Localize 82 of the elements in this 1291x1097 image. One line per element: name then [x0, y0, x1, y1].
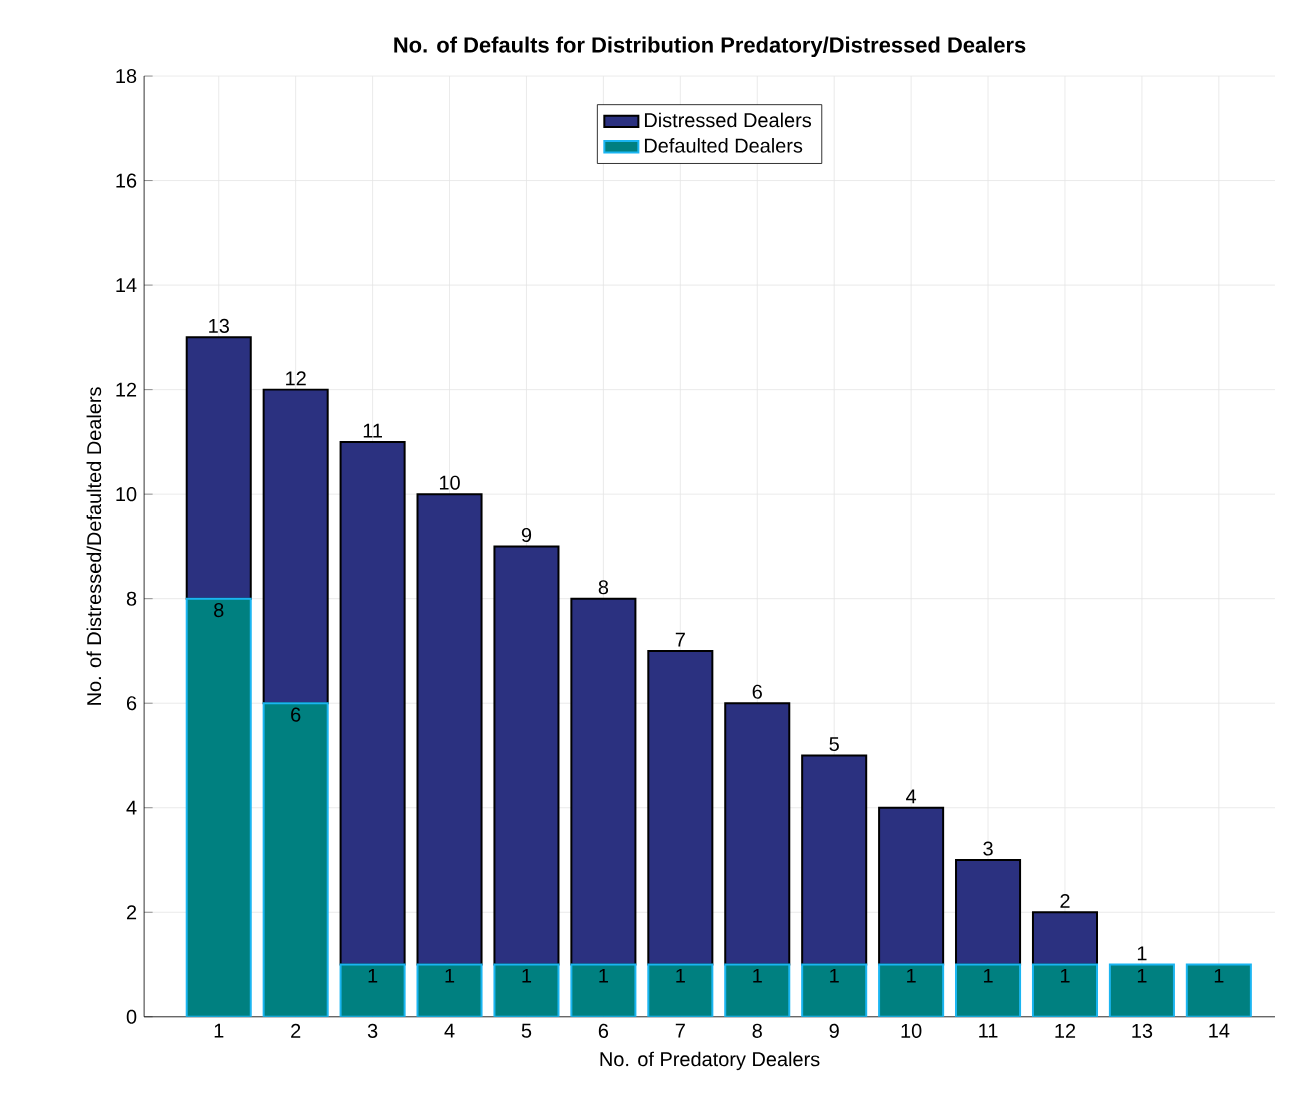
total-label: 7 — [675, 632, 685, 647]
data-label: 1 — [676, 968, 685, 983]
bar — [416, 963, 483, 1017]
x-tick-label: 11 — [979, 1023, 998, 1038]
y-tick-label: 10 — [116, 487, 137, 502]
bar — [1185, 963, 1252, 1017]
bar — [570, 963, 637, 1017]
y-tick-label: 14 — [116, 278, 137, 293]
x-tick-label: 13 — [1132, 1023, 1153, 1039]
bar — [801, 754, 868, 966]
total-label: 1 — [1137, 946, 1147, 961]
data-label: 1 — [1214, 968, 1224, 983]
bar — [262, 702, 329, 1017]
bar — [339, 440, 406, 966]
data-label: 1 — [368, 968, 378, 983]
bar — [185, 597, 252, 1017]
y-tick-label: 6 — [126, 696, 137, 711]
x-axis-title: No. of Predatory Dealers — [600, 1051, 820, 1071]
bar — [1031, 963, 1098, 1017]
data-label: 8 — [214, 603, 224, 618]
bar — [878, 806, 945, 966]
bar — [1031, 911, 1098, 966]
data-label: 1 — [830, 968, 839, 983]
bar — [339, 963, 406, 1017]
bar — [185, 336, 252, 600]
bar — [262, 388, 329, 705]
x-tick-label: 2 — [291, 1023, 301, 1038]
bar — [801, 963, 868, 1017]
bar — [724, 963, 791, 1017]
total-label: 10 — [439, 475, 460, 490]
bar — [493, 545, 560, 966]
data-label: 1 — [522, 968, 532, 983]
total-label: 2 — [1060, 894, 1070, 908]
data-label: 1 — [445, 968, 455, 983]
y-tick-label: 12 — [116, 382, 137, 397]
y-tick-label: 18 — [116, 69, 137, 84]
x-tick-label: 9 — [829, 1023, 839, 1039]
data-label: 1 — [1137, 968, 1147, 983]
x-tick-label: 7 — [675, 1023, 685, 1038]
total-label: 6 — [752, 684, 762, 699]
y-tick-label: 16 — [116, 173, 137, 188]
bar — [724, 702, 791, 966]
total-label: 3 — [983, 841, 993, 856]
total-label: 5 — [829, 737, 839, 752]
data-label: 1 — [1060, 968, 1070, 983]
data-label: 1 — [907, 968, 916, 983]
x-tick-label: 10 — [901, 1023, 922, 1039]
y-tick-label: 2 — [126, 905, 137, 920]
x-tick-label: 12 — [1055, 1023, 1076, 1038]
bar — [955, 963, 1022, 1017]
data-label: 1 — [599, 968, 608, 983]
total-label: 8 — [598, 580, 609, 595]
total-label: 4 — [906, 789, 917, 804]
total-label: 13 — [209, 318, 229, 334]
total-label: 12 — [286, 371, 306, 386]
bar — [416, 493, 483, 966]
bar — [1108, 963, 1175, 1017]
y-tick-label: 4 — [126, 800, 137, 815]
data-label: 1 — [753, 968, 762, 983]
bar — [570, 597, 637, 966]
x-tick-label: 8 — [752, 1023, 762, 1039]
y-tick-label: 0 — [126, 1009, 137, 1024]
y-tick-label: 8 — [126, 591, 137, 606]
x-tick-label: 4 — [444, 1023, 455, 1038]
x-tick-label: 6 — [598, 1023, 609, 1039]
bar — [647, 963, 714, 1017]
x-tick-label: 1 — [214, 1023, 224, 1038]
x-tick-label: 5 — [521, 1023, 532, 1038]
bar — [493, 963, 560, 1017]
bar — [955, 859, 1022, 966]
data-label: 6 — [291, 707, 301, 722]
total-label: 9 — [521, 527, 532, 543]
legend-label: Distressed Dealers — [644, 112, 812, 128]
total-label: 11 — [363, 423, 382, 438]
x-tick-label: 14 — [1209, 1023, 1230, 1038]
y-axis-title: No. of Distressed/Defaulted Dealers — [86, 387, 102, 705]
bar — [647, 650, 714, 966]
chart-title: No. of Defaults for Distribution Predatory/Distressed Dealers — [394, 36, 1026, 58]
data-label: 1 — [984, 968, 993, 983]
legend-label: Defaulted Dealers — [644, 138, 803, 153]
bar — [878, 963, 945, 1017]
x-tick-label: 3 — [367, 1023, 378, 1039]
